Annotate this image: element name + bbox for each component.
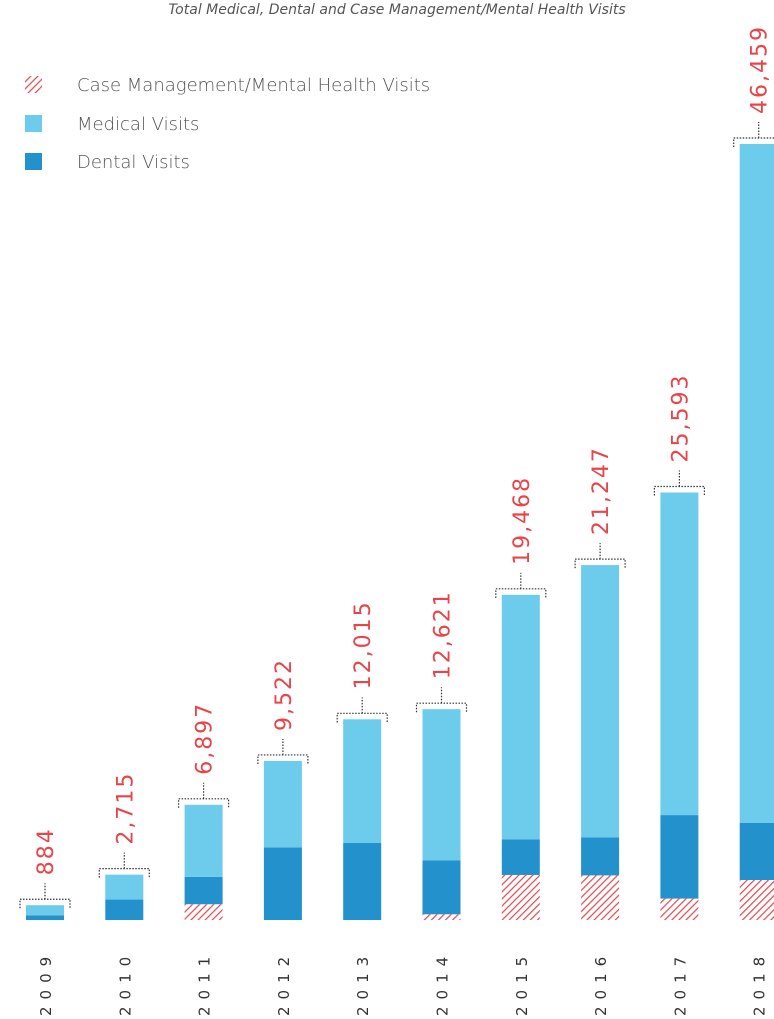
bar-segment [26,915,64,920]
legend-label: Medical Visits [77,114,199,135]
total-label: 21,247 [589,446,614,535]
bar-segment [105,899,144,920]
total-label: 12,621 [431,590,456,679]
legend-label: Dental Visits [77,152,190,173]
total-bracket [257,738,309,764]
total-label: 9,522 [272,658,297,731]
x-tick-label: 2013 [354,950,372,1016]
bar-segment [501,874,540,920]
x-tick-label: 2016 [592,950,610,1016]
total-bracket [178,782,230,808]
bar-segment [501,594,540,840]
legend-swatch [25,115,42,132]
bar-segment [739,879,774,920]
total-label: 19,468 [510,476,535,565]
bar-segment [660,815,699,899]
bar-segment [105,874,144,900]
total-bracket [415,687,468,713]
bar-segment [501,839,540,875]
total-label: 6,897 [193,702,218,775]
bar-segment [184,804,223,877]
total-label: 25,593 [668,374,693,463]
bar-segment [739,144,774,823]
total-label: 884 [34,827,59,875]
bar-segment [343,719,382,843]
total-label: 46,459 [748,25,773,114]
total-bracket [574,543,626,569]
total-bracket [19,883,71,909]
bar-segment [581,875,620,920]
legend-label: Case Management/Mental Health Visits [77,75,430,96]
legend-swatch [25,153,42,170]
bar-segment [263,760,302,848]
bar-segment [422,860,461,915]
total-bracket [98,852,150,878]
total-bracket [733,122,774,147]
bar-segment [660,492,699,816]
bar-segment [184,876,223,905]
total-bracket [336,697,388,723]
bar-segment [263,847,302,920]
x-tick-label: 2011 [196,950,214,1016]
chart-title: Total Medical, Dental and Case Managemen… [168,2,625,18]
x-tick-label: 2010 [116,950,134,1016]
total-bracket [495,572,547,598]
bar-segment [184,904,223,920]
bar-segment [581,837,620,876]
x-tick-label: 2009 [37,950,55,1016]
legend-swatch [25,76,42,93]
x-tick-label: 2015 [513,950,531,1016]
bar-segment [581,565,620,838]
total-label: 2,715 [113,772,138,845]
bar-segment [660,898,699,920]
total-label: 12,015 [351,600,376,689]
x-tick-label: 2012 [275,950,293,1016]
total-bracket [653,470,705,496]
x-tick-label: 2014 [434,950,452,1016]
x-tick-label: 2018 [751,950,769,1016]
bar-segment [26,905,64,916]
bar-segment [422,914,461,920]
bar-segment [343,842,382,920]
bar-segment [739,822,774,880]
x-tick-label: 2017 [671,950,689,1016]
bar-segment [422,709,461,861]
